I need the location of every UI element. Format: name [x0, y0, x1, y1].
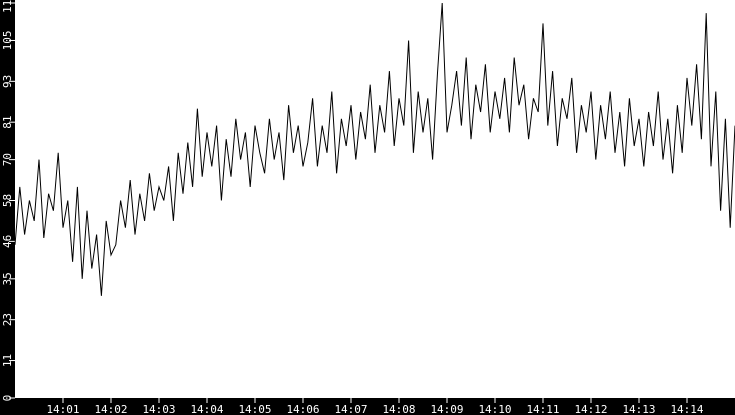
x-tick-label: 14:14	[670, 403, 703, 415]
x-tick-label: 14:12	[574, 403, 607, 415]
x-tick-label: 14:01	[46, 403, 79, 415]
x-tick-label: 14:02	[94, 403, 127, 415]
x-tick-label: 14:10	[478, 403, 511, 415]
x-tick-label: 14:08	[382, 403, 415, 415]
y-tick-label: 93	[1, 75, 14, 88]
x-tick-label: 14:07	[334, 403, 367, 415]
y-tick-label: 11	[1, 354, 14, 367]
data-series-line	[14, 2, 735, 296]
plot-area	[15, 0, 735, 398]
x-axis: 14:01 14:02 14:03 14:04 14:05 14:06 14:07 14:08…	[46, 398, 704, 415]
y-tick-label: 0	[1, 395, 14, 402]
y-tick-label: 58	[1, 194, 14, 207]
x-tick-label: 14:06	[286, 403, 319, 415]
y-tick-label: 81	[1, 116, 14, 129]
x-tick-label: 14:05	[238, 403, 271, 415]
y-tick-label: 105	[1, 31, 14, 51]
x-tick-label: 14:09	[430, 403, 463, 415]
y-tick-label: 70	[1, 153, 14, 166]
x-tick-label: 14:03	[142, 403, 175, 415]
y-tick-label: 35	[1, 272, 14, 285]
y-axis: 0 11 23 35 46 58 70 81 93 105 116	[1, 0, 15, 401]
x-tick-label: 14:04	[190, 403, 223, 415]
x-tick-label: 14:13	[622, 403, 655, 415]
y-tick-label: 116	[1, 0, 14, 13]
y-tick-label: 46	[1, 235, 14, 248]
y-tick-label: 23	[1, 313, 14, 326]
x-tick-label: 14:11	[526, 403, 559, 415]
